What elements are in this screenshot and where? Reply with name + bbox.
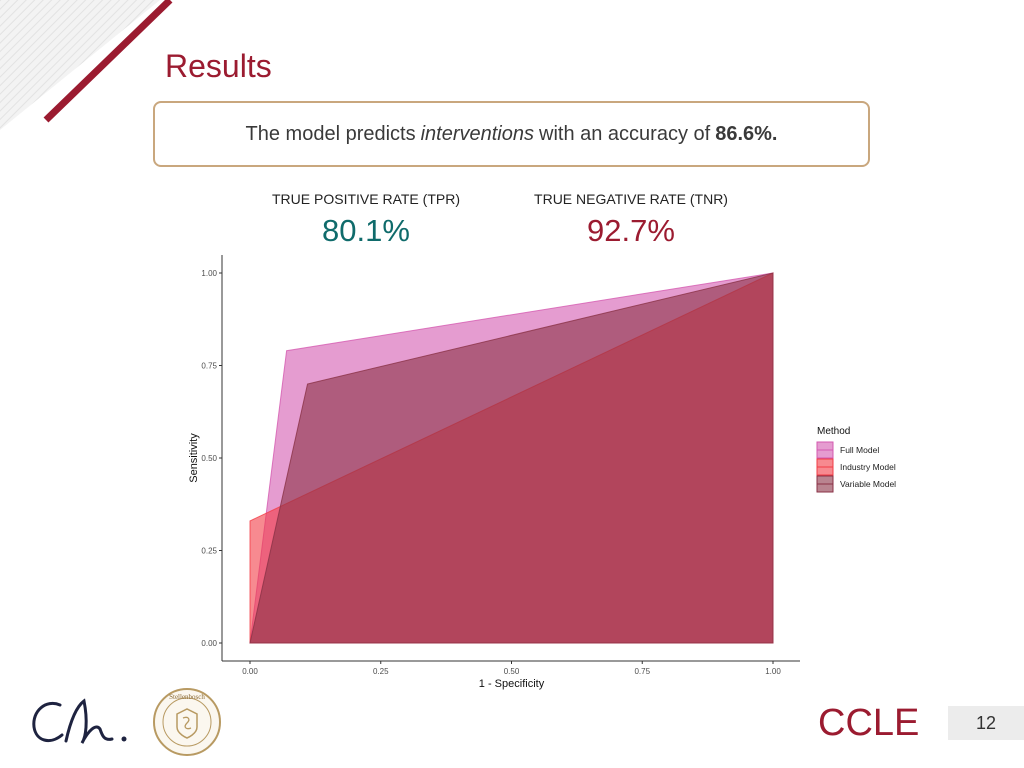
tpr-metric: TRUE POSITIVE RATE (TPR) 80.1%	[236, 191, 496, 249]
callout-prefix: The model predicts	[245, 122, 416, 145]
y-axis-label: Sensitivity	[188, 433, 200, 483]
callout-middle: with an accuracy of	[539, 122, 711, 145]
tnr-metric: TRUE NEGATIVE RATE (TNR) 92.7%	[501, 191, 761, 249]
y-tick-label-3: 0.75	[201, 362, 217, 371]
cle-logo-text: CCLE	[818, 702, 919, 740]
axes: 0.00 0.25 0.50 0.75 1.00 0.00 0.25 0.50 0.75 1.00…	[188, 255, 800, 690]
slide-title: Results	[165, 48, 272, 84]
x-tick-label-1: 0.25	[373, 667, 389, 676]
legend-label-0: Full Model	[840, 445, 879, 455]
cle-logo: CCLE	[818, 702, 919, 740]
page-number: 12	[948, 706, 1024, 740]
y-tick-label-0: 0.00	[201, 639, 217, 648]
x-axis-label: 1 - Specificity	[479, 678, 545, 690]
x-tick-label-2: 0.50	[504, 667, 520, 676]
roc-area-2	[249, 272, 774, 644]
tpr-value: 80.1%	[322, 213, 410, 248]
tnr-label: TRUE NEGATIVE RATE (TNR)	[534, 191, 728, 207]
x-tick-label-0: 0.00	[242, 667, 258, 676]
x-tick-label-4: 1.00	[765, 667, 781, 676]
legend-label-2: Variable Model	[840, 479, 896, 489]
roc-chart: 0.00 0.25 0.50 0.75 1.00 0.00 0.25 0.50 0.75 1.00…	[188, 255, 896, 690]
legend: Method Full Model Industry Model Variable M…	[816, 426, 896, 493]
tpr-label: TRUE POSITIVE RATE (TPR)	[272, 191, 460, 207]
seal-text: Stellenbosch	[169, 693, 205, 701]
legend-label-1: Industry Model	[840, 462, 896, 472]
accuracy-value: 86.6%.	[715, 122, 778, 145]
legend-title: Method	[817, 426, 850, 437]
callout-emphasis: interventions	[420, 122, 534, 145]
accuracy-callout: The model predicts interventions with an…	[153, 101, 870, 167]
signature-logo	[32, 698, 127, 744]
university-seal-icon: Stellenbosch	[153, 688, 221, 756]
y-tick-label-2: 0.50	[201, 454, 217, 463]
x-tick-label-3: 0.75	[634, 667, 650, 676]
y-tick-label-4: 1.00	[201, 269, 217, 278]
tnr-value: 92.7%	[587, 213, 675, 248]
corner-decoration	[0, 0, 173, 130]
y-tick-label-1: 0.25	[201, 547, 217, 556]
plot-areas	[249, 272, 774, 644]
